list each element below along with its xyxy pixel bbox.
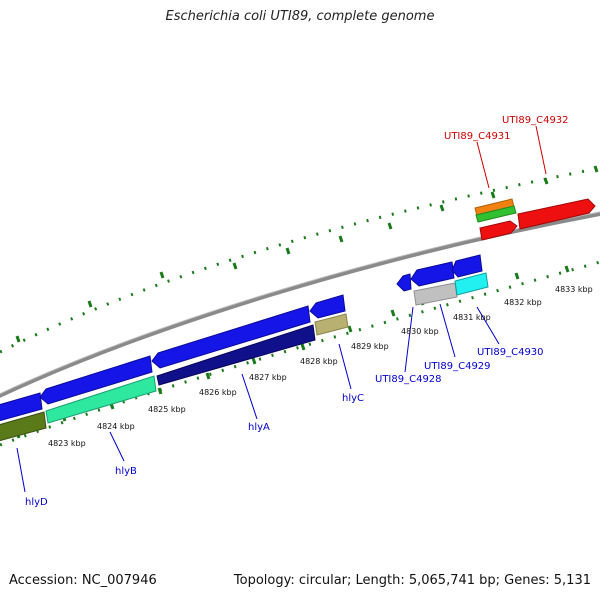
ruler-label: 4830 kbp bbox=[401, 327, 439, 336]
map-title: Escherichia coli UTI89, complete genome bbox=[165, 9, 435, 24]
gene-block[interactable] bbox=[0, 411, 47, 442]
gene-arrow[interactable] bbox=[39, 355, 153, 405]
genome-summary-text: Topology: circular; Length: 5,065,741 bp… bbox=[233, 573, 591, 588]
gene-arrow[interactable] bbox=[151, 305, 311, 369]
gene-label: hlyC bbox=[342, 393, 364, 404]
gene-block[interactable] bbox=[475, 205, 517, 223]
gene-block[interactable] bbox=[413, 282, 458, 306]
reverse-strand-row2 bbox=[0, 272, 489, 442]
gene-arrow[interactable] bbox=[0, 392, 43, 422]
gene-label: UTI89_C4931 bbox=[444, 131, 511, 142]
ruler-label: 4829 kbp bbox=[351, 342, 389, 351]
gene-label: hlyD bbox=[25, 497, 48, 508]
label-leaders-forward bbox=[476, 125, 547, 189]
gene-label: UTI89_C4928 bbox=[375, 374, 442, 385]
gene-arrow[interactable] bbox=[451, 254, 483, 278]
outer-major-ticks bbox=[15, 165, 599, 343]
forward-gene-labels: UTI89_C4931 UTI89_C4932 bbox=[444, 115, 569, 142]
gene-arrow[interactable] bbox=[517, 198, 596, 230]
ruler-labels: 4823 kbp 4824 kbp 4825 kbp 4826 kbp 4827… bbox=[48, 285, 593, 448]
forward-strand-genes bbox=[474, 198, 596, 241]
gene-block[interactable] bbox=[45, 375, 157, 424]
gene-arrow[interactable] bbox=[410, 261, 455, 287]
ruler-label: 4823 kbp bbox=[48, 439, 86, 448]
accession-text: Accession: NC_007946 bbox=[9, 573, 157, 588]
ruler-label: 4826 kbp bbox=[199, 388, 237, 397]
gene-block[interactable] bbox=[156, 324, 316, 386]
gene-label: UTI89_C4932 bbox=[502, 115, 569, 126]
gene-block[interactable] bbox=[314, 313, 349, 336]
gene-arrow[interactable] bbox=[479, 220, 518, 241]
gene-arrow[interactable] bbox=[396, 273, 412, 292]
gene-label: hlyA bbox=[248, 422, 270, 433]
ruler-label: 4831 kbp bbox=[453, 313, 491, 322]
ruler-label: 4824 kbp bbox=[97, 422, 135, 431]
reverse-gene-labels: hlyD hlyB hlyA hlyC UTI89_C4928 UTI89_C4… bbox=[25, 347, 544, 508]
reverse-strand-genes bbox=[0, 254, 483, 422]
gene-label: UTI89_C4930 bbox=[477, 347, 544, 358]
outer-tick-track bbox=[0, 166, 600, 354]
gene-block[interactable] bbox=[454, 272, 489, 296]
ruler-label: 4825 kbp bbox=[148, 405, 186, 414]
ruler-label: 4827 kbp bbox=[249, 373, 287, 382]
ruler-label: 4833 kbp bbox=[555, 285, 593, 294]
gene-label: UTI89_C4929 bbox=[424, 361, 491, 372]
ruler-label: 4832 kbp bbox=[504, 298, 542, 307]
gene-label: hlyB bbox=[115, 466, 137, 477]
label-leaders-reverse bbox=[16, 303, 500, 493]
gene-arrow[interactable] bbox=[309, 294, 346, 319]
ruler-label: 4828 kbp bbox=[300, 357, 338, 366]
